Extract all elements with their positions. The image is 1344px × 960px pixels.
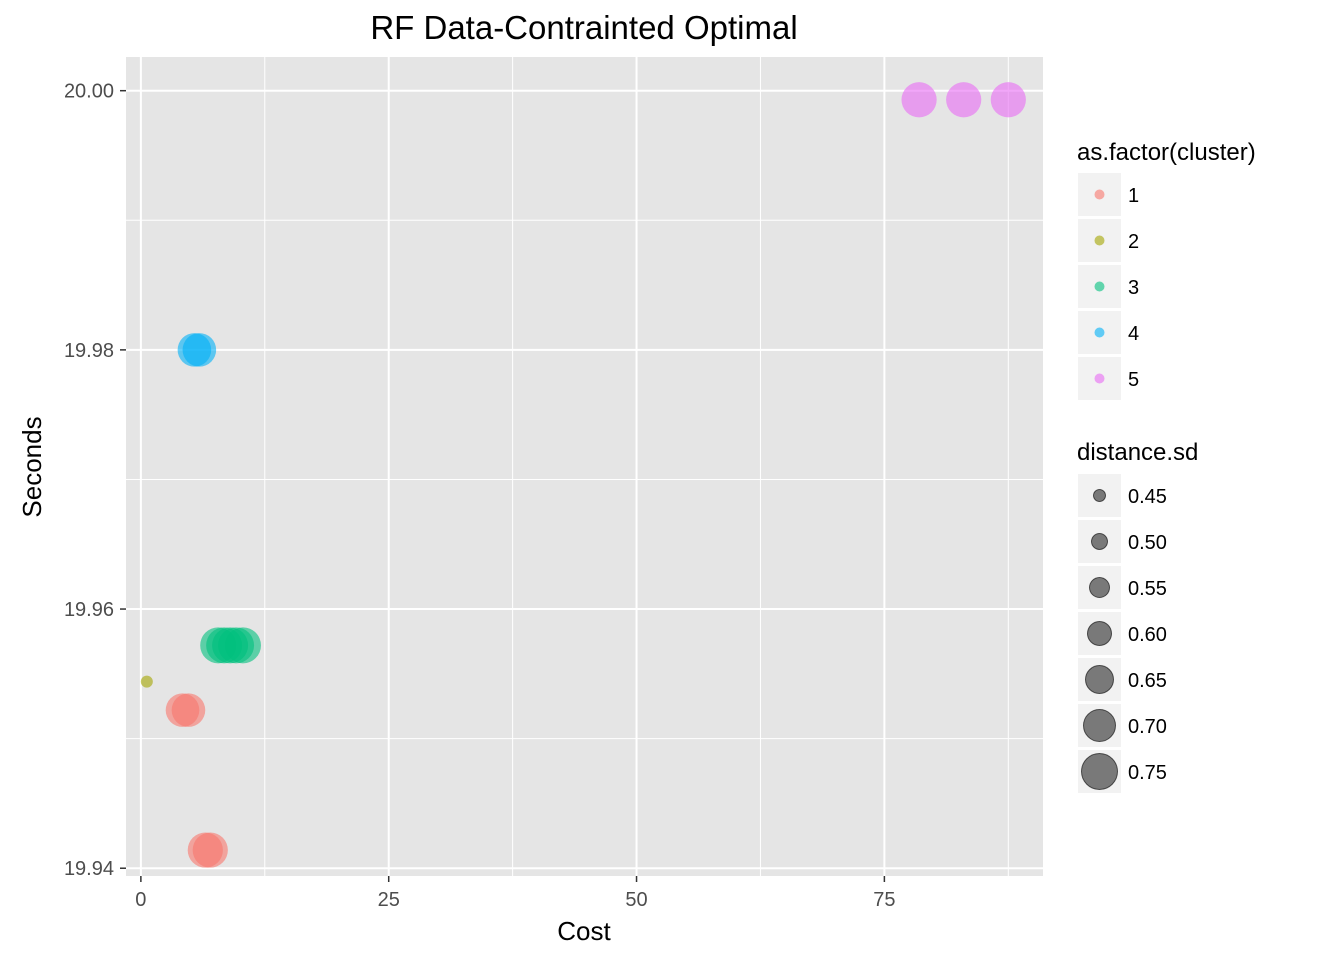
color-legend-label: 4 bbox=[1128, 323, 1139, 345]
data-point-cluster-5 bbox=[990, 82, 1026, 118]
color-legend-title: as.factor(cluster) bbox=[1077, 139, 1256, 166]
legend-key-size-swatch bbox=[1093, 489, 1106, 502]
size-legend-item: 0.60 bbox=[1078, 612, 1167, 655]
size-legend-label: 0.45 bbox=[1128, 486, 1167, 508]
data-point-cluster-1 bbox=[192, 832, 228, 868]
legend-key-size-swatch bbox=[1087, 621, 1112, 646]
color-legend-label: 1 bbox=[1128, 185, 1139, 207]
legend-key-size-swatch bbox=[1089, 577, 1110, 598]
size-legend-item: 0.65 bbox=[1078, 658, 1167, 701]
legend-key-swatch bbox=[1094, 373, 1105, 384]
data-point-cluster-3 bbox=[224, 627, 261, 664]
x-axis-title: Cost bbox=[557, 916, 611, 946]
y-axis: 19.94 19.96 19.98 20.00 bbox=[64, 81, 126, 880]
legend-key-size-swatch bbox=[1091, 533, 1108, 550]
color-legend: as.factor(cluster) 1 2 3 4 5 bbox=[1077, 139, 1256, 400]
plot-panel bbox=[126, 57, 1043, 876]
y-axis-title: Seconds bbox=[17, 416, 47, 517]
size-legend-item: 0.45 bbox=[1078, 474, 1167, 517]
panel-background bbox=[126, 57, 1043, 876]
x-tick-label: 50 bbox=[625, 889, 647, 911]
size-legend-label: 0.75 bbox=[1128, 762, 1167, 784]
data-point-cluster-1 bbox=[171, 693, 206, 727]
data-point-cluster-5 bbox=[901, 82, 937, 118]
data-points bbox=[140, 82, 1026, 868]
size-legend-label: 0.55 bbox=[1128, 578, 1167, 600]
legend-key-swatch bbox=[1094, 189, 1105, 200]
legend-key-swatch bbox=[1094, 235, 1105, 246]
x-tick-label: 0 bbox=[135, 889, 146, 911]
color-legend-item: 3 bbox=[1078, 265, 1139, 308]
color-legend-item: 1 bbox=[1078, 173, 1139, 216]
x-tick-label: 25 bbox=[378, 889, 400, 911]
x-axis: 0 25 50 75 bbox=[135, 876, 896, 911]
data-point-cluster-2 bbox=[140, 675, 153, 688]
size-legend-item: 0.70 bbox=[1078, 704, 1167, 747]
legend-key-swatch bbox=[1094, 281, 1105, 292]
data-point-cluster-5 bbox=[946, 82, 982, 118]
size-legend-item: 0.75 bbox=[1078, 750, 1167, 793]
color-legend-label: 5 bbox=[1128, 369, 1139, 391]
x-tick-label: 75 bbox=[873, 889, 895, 911]
color-legend-item: 2 bbox=[1078, 219, 1139, 262]
legend-key-size-swatch bbox=[1085, 665, 1114, 694]
color-legend-label: 2 bbox=[1128, 231, 1139, 253]
color-legend-label: 3 bbox=[1128, 277, 1139, 299]
size-legend-label: 0.65 bbox=[1128, 670, 1167, 692]
y-tick-label: 20.00 bbox=[64, 81, 114, 103]
size-legend-item: 0.55 bbox=[1078, 566, 1167, 609]
y-tick-label: 19.98 bbox=[64, 340, 114, 362]
y-tick-label: 19.96 bbox=[64, 599, 114, 621]
size-legend-label: 0.50 bbox=[1128, 532, 1167, 554]
data-point-cluster-4 bbox=[182, 333, 217, 367]
legend-key-size-swatch bbox=[1081, 753, 1118, 790]
size-legend-label: 0.70 bbox=[1128, 716, 1167, 738]
legend-key-size-swatch bbox=[1083, 709, 1116, 742]
size-legend-title: distance.sd bbox=[1077, 439, 1198, 466]
color-legend-item: 5 bbox=[1078, 357, 1139, 400]
size-legend: distance.sd 0.45 0.50 0.55 0.60 0.65 0.70 0.75 bbox=[1077, 439, 1198, 793]
chart-title: RF Data-Contrainted Optimal bbox=[370, 9, 797, 46]
size-legend-label: 0.60 bbox=[1128, 624, 1167, 646]
y-tick-label: 19.94 bbox=[64, 858, 114, 880]
legend-key-swatch bbox=[1094, 327, 1105, 338]
size-legend-item: 0.50 bbox=[1078, 520, 1167, 563]
color-legend-item: 4 bbox=[1078, 311, 1139, 354]
